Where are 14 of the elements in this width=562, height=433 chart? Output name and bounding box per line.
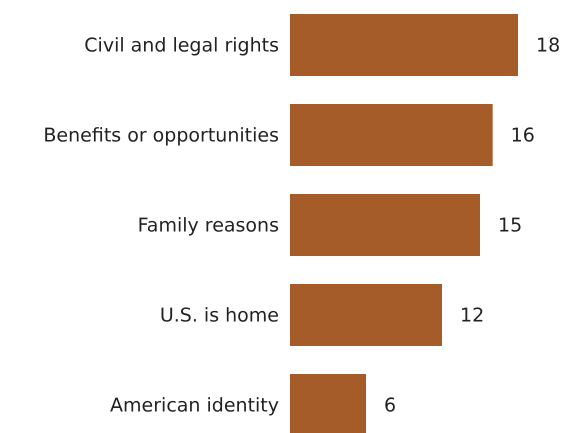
y-tick-label: American identity	[110, 394, 279, 417]
data-label: 12	[460, 304, 484, 327]
data-label: 16	[510, 124, 535, 147]
data-label: 15	[498, 214, 522, 237]
y-tick-label: Family reasons	[138, 214, 279, 237]
y-tick-label: Civil and legal rights	[84, 34, 279, 57]
y-tick-label: Benefits or opportunities	[43, 124, 279, 147]
data-label: 6	[384, 394, 396, 417]
bar	[290, 194, 480, 256]
y-tick-label: U.S. is home	[160, 304, 279, 327]
bar	[290, 14, 518, 76]
bar	[290, 104, 493, 166]
bar	[290, 284, 442, 346]
data-label: 18	[536, 34, 560, 57]
